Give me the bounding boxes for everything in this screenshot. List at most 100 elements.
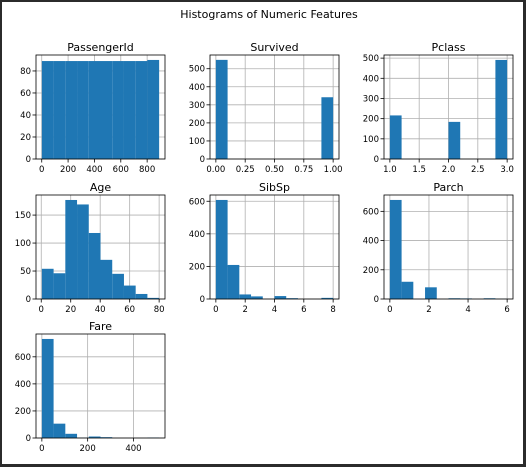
histogram-bar [215,59,228,159]
histogram-bar [41,61,54,159]
x-tick-label: 2 [242,305,247,315]
y-tick-label: 100 [15,239,31,249]
histogram-bar [147,59,160,160]
histogram-figure: Histograms of Numeric Features 0 200 400 60… [15,8,514,454]
y-tick-label: 400 [189,230,205,240]
figure-canvas: Histograms of Numeric Features 0 200 400 60… [2,2,523,464]
subplot-title: Parch [433,181,463,194]
y-tick-label: 200 [15,407,31,417]
x-tick-label: 200 [80,444,96,454]
y-tick-label: 0 [26,295,31,305]
y-tick-label: 200 [363,266,379,276]
x-tick-label: 0.25 [236,165,255,175]
x-tick-label: 1.0 [383,165,397,175]
x-tick-label: 0 [39,444,44,454]
y-tick-label: 200 [189,262,205,272]
y-tick-label: 50 [20,267,31,277]
y-tick-label: 0 [26,434,31,444]
subplot-title: Pclass [432,41,466,54]
x-tick-label: 400 [125,444,141,454]
histogram-bar [100,437,113,438]
y-tick-label: 400 [363,237,379,247]
y-tick-label: 20 [20,133,31,143]
histogram-bar [53,61,66,159]
histogram-bar [389,199,402,299]
x-tick-label: 40 [95,305,106,315]
histogram-bar [65,199,78,299]
histogram-bar [448,121,461,159]
subplot-title: SibSp [259,181,290,194]
histogram-bar [53,423,66,438]
x-tick-label: 200 [60,165,76,175]
y-tick-label: 0 [374,155,379,165]
x-tick-label: 60 [124,305,135,315]
figure-suptitle: Histograms of Numeric Features [180,8,358,21]
histogram-bar [112,61,124,159]
histogram-bar [41,338,54,438]
y-tick-label: 200 [189,119,205,129]
y-tick-label: 80 [20,67,31,77]
histogram-bar [389,115,402,159]
histogram-bar [321,297,334,299]
histogram-bar [41,268,54,299]
histogram-bar [135,293,148,299]
histogram-bar [77,204,89,299]
histogram-bar [112,273,124,299]
histogram-bar [401,281,414,299]
subplot-title: PassengerId [67,41,134,54]
histogram-bar [495,59,508,159]
axes-frame [35,333,166,439]
x-tick-label: 1.5 [412,165,426,175]
histogram-bar [100,259,113,299]
y-tick-label: 150 [15,211,31,221]
x-tick-label: 2.0 [442,165,456,175]
axes-frame [383,194,514,300]
x-tick-label: 80 [154,305,165,315]
x-tick-label: 0.50 [265,165,284,175]
y-tick-label: 500 [189,65,205,75]
y-tick-label: 60 [20,89,31,99]
y-tick-label: 0 [200,295,205,305]
x-tick-label: 4 [272,305,277,315]
x-tick-label: 6 [504,305,509,315]
subplot-sibsp: 0 2 4 6 8 0 200 400 600 SibSp [189,181,340,315]
x-tick-label: 800 [139,165,155,175]
histogram-bar [123,61,136,159]
y-tick-label: 40 [20,111,31,121]
x-tick-label: 600 [113,165,129,175]
y-tick-label: 300 [189,101,205,111]
histogram-bar [239,294,252,299]
histogram-bar [88,61,101,159]
y-tick-label: 300 [363,94,379,104]
y-tick-label: 0 [200,155,205,165]
x-tick-label: 3.0 [500,165,514,175]
histogram-bar [135,61,148,159]
subplot-age: 0 20 40 60 80 0 50 100 150 Age [15,181,166,315]
y-tick-label: 600 [15,353,31,363]
subplot-passengerid: 0 200 400 600 800 0 20 40 60 80 PassengerId [20,41,166,175]
subplot-title: Survived [250,41,298,54]
subplot-fare: 0 200 400 0 200 400 600 Fare [15,320,166,454]
subplot-parch: 0 2 4 6 0 200 400 600 Parch [363,181,514,315]
histogram-bar [53,273,66,299]
y-tick-label: 100 [189,137,205,147]
x-tick-label: 0 [39,165,44,175]
histogram-bar [65,433,78,438]
subplot-survived: 0.00 0.25 0.50 0.75 1.00 0 100 200 300 400 500 Surv… [189,41,343,175]
y-tick-label: 500 [363,54,379,64]
x-tick-label: 1.00 [324,165,343,175]
histogram-bar [321,97,334,159]
x-tick-label: 6 [301,305,306,315]
histogram-bar [123,285,136,299]
subplot-pclass: 1.0 1.5 2.0 2.5 3.0 0 100 200 300 400 500 Pclass [363,41,514,175]
histogram-bar [77,61,89,159]
y-tick-label: 0 [374,295,379,305]
y-tick-label: 600 [363,207,379,217]
x-tick-label: 0 [39,305,44,315]
x-tick-label: 8 [330,305,335,315]
x-tick-label: 0 [387,305,392,315]
x-tick-label: 4 [465,305,470,315]
histogram-bar [215,199,228,299]
histogram-bar [65,61,78,159]
y-tick-label: 400 [15,380,31,390]
